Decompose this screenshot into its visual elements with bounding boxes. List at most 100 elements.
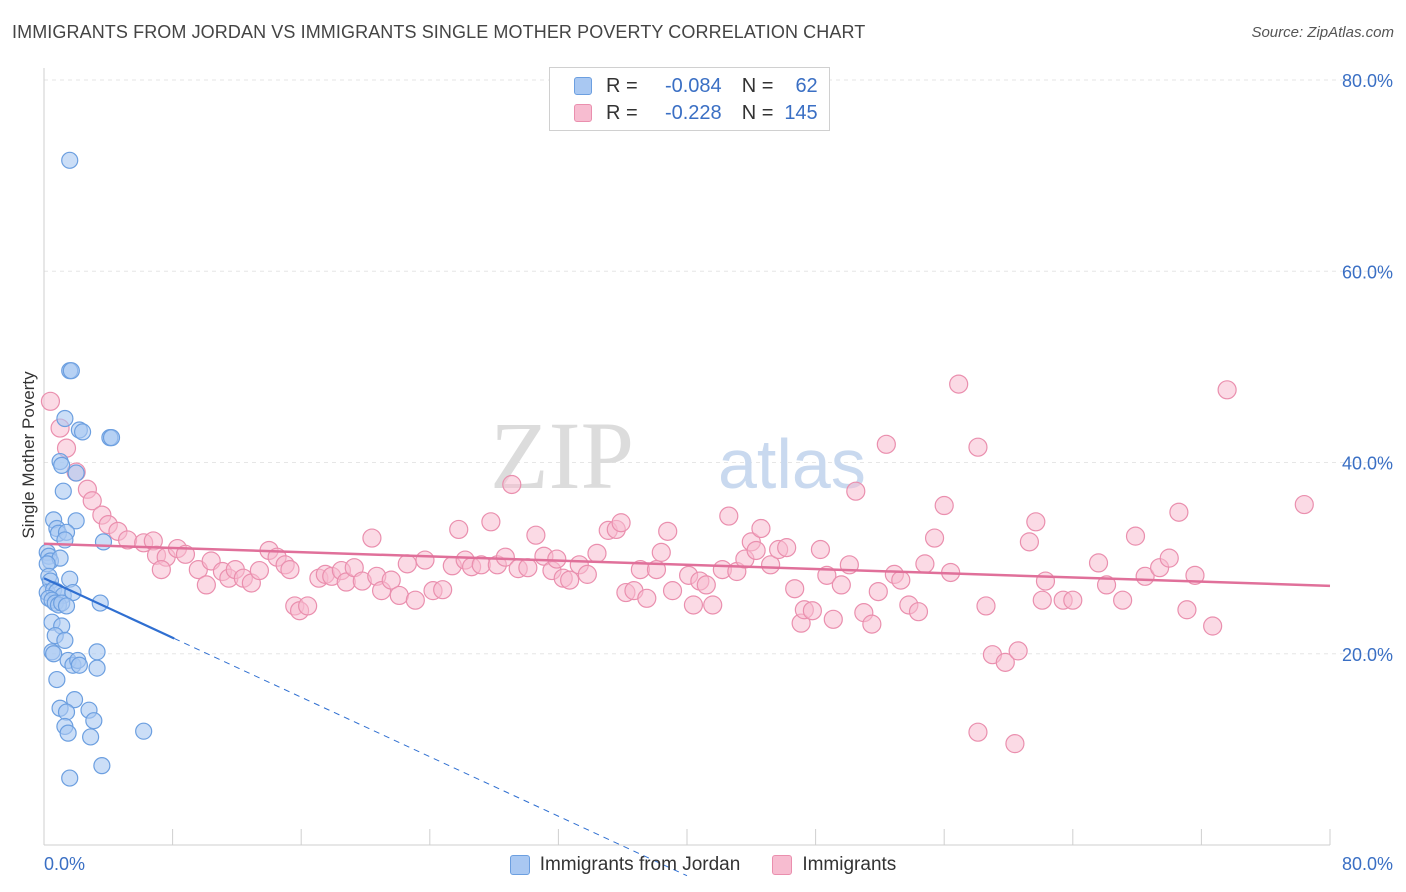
data-point-immigrants (683, 595, 704, 615)
y-axis-label: Single Mother Poverty (19, 371, 38, 539)
y-tick-label: 60.0% (1342, 262, 1393, 282)
data-point-jordan (67, 464, 85, 482)
data-point-immigrants (611, 513, 631, 533)
data-point-immigrants (560, 570, 580, 590)
data-point-immigrants (968, 437, 988, 457)
data-point-jordan (57, 597, 76, 615)
data-point-immigrants (823, 609, 843, 629)
jordan-points (38, 151, 153, 787)
series-label-immigrants: Immigrants (802, 854, 897, 875)
data-point-immigrants (777, 538, 797, 558)
data-point-immigrants (1185, 565, 1205, 585)
data-point-immigrants (1008, 641, 1028, 661)
data-point-immigrants (746, 540, 766, 561)
data-point-immigrants (862, 614, 882, 634)
data-point-immigrants (924, 528, 945, 548)
data-point-immigrants (389, 585, 409, 606)
data-point-jordan (61, 769, 79, 787)
data-point-immigrants (196, 575, 216, 595)
correlation-legend: R = -0.084 N = 62 R = -0.228 N = 145 (549, 67, 830, 131)
data-point-immigrants (362, 528, 382, 548)
data-point-immigrants (719, 506, 739, 526)
data-point-immigrants (831, 575, 851, 595)
data-point-immigrants (751, 518, 771, 539)
data-point-immigrants (1035, 571, 1056, 591)
data-point-immigrants (760, 555, 781, 575)
legend-n-value: 145 (784, 101, 818, 124)
data-point-immigrants (449, 519, 469, 540)
data-point-immigrants (976, 596, 996, 616)
data-point-immigrants (1063, 590, 1083, 610)
immigrants-points (40, 374, 1314, 754)
data-point-immigrants (405, 590, 425, 610)
data-point-immigrants (547, 549, 567, 569)
data-point-immigrants (949, 374, 969, 394)
grid-lines (44, 79, 1392, 655)
data-point-jordan (56, 631, 74, 649)
data-point-immigrants (696, 575, 716, 595)
data-point-immigrants (82, 491, 102, 511)
data-point-immigrants (1125, 526, 1146, 546)
x-tick-label: 0.0% (44, 854, 85, 874)
data-point-jordan (53, 456, 71, 474)
data-point-immigrants (1217, 380, 1237, 400)
watermark-atlas: atlas (718, 425, 866, 503)
data-point-immigrants (817, 565, 837, 585)
data-point-immigrants (397, 554, 417, 574)
y-tick-label: 80.0% (1342, 71, 1393, 91)
trend-line-immigrants (43, 542, 1331, 588)
data-point-immigrants (577, 564, 597, 584)
data-point-jordan (70, 656, 88, 674)
data-point-immigrants (651, 542, 671, 562)
trend-line-jordan-extension (173, 637, 688, 877)
data-point-immigrants (876, 434, 896, 454)
data-point-immigrants (1026, 512, 1046, 532)
data-point-immigrants (891, 570, 911, 590)
data-point-immigrants (810, 539, 831, 560)
data-point-immigrants (637, 588, 657, 608)
data-point-immigrants (846, 481, 866, 501)
data-point-immigrants (298, 596, 318, 616)
data-point-immigrants (518, 558, 538, 578)
legend-row-jordan: R = -0.084 N = 62 (574, 74, 818, 98)
data-point-immigrants (1177, 600, 1197, 620)
data-point-jordan (85, 712, 103, 730)
legend-r-label: R = (606, 101, 638, 124)
data-point-jordan (88, 659, 106, 677)
data-point-immigrants (526, 525, 546, 545)
data-point-immigrants (1096, 575, 1117, 595)
chart-source: Source: ZipAtlas.com (1251, 24, 1394, 41)
data-point-jordan (67, 512, 85, 530)
data-point-jordan (45, 645, 63, 663)
series-legend-jordan: Immigrants from Jordan (509, 854, 740, 876)
data-point-immigrants (1113, 590, 1133, 610)
legend-r-value: -0.228 (664, 101, 722, 124)
data-point-immigrants (481, 512, 501, 532)
watermark: ZIP atlas (490, 402, 866, 509)
data-point-jordan (94, 533, 113, 551)
data-point-immigrants (785, 579, 805, 599)
data-point-jordan (54, 482, 72, 500)
data-point-jordan (57, 703, 76, 721)
x-tick-label: 80.0% (1342, 854, 1393, 874)
data-point-immigrants (495, 547, 515, 567)
data-point-immigrants (1032, 590, 1052, 610)
data-point-immigrants (151, 559, 171, 580)
data-point-immigrants (1294, 494, 1314, 515)
data-point-immigrants (908, 602, 929, 622)
data-point-immigrants (968, 722, 988, 742)
data-point-jordan (88, 643, 106, 661)
data-point-jordan (59, 724, 77, 742)
series-swatch-immigrants (772, 855, 793, 875)
data-point-immigrants (1169, 502, 1189, 522)
data-point-immigrants (1005, 734, 1025, 754)
data-point-immigrants (415, 550, 435, 570)
data-point-jordan (62, 362, 80, 380)
data-point-jordan (102, 429, 121, 447)
data-point-jordan (65, 691, 84, 709)
data-point-immigrants (1159, 548, 1179, 568)
data-point-immigrants (802, 601, 822, 621)
y-tick-label: 40.0% (1342, 454, 1393, 474)
legend-n-label: N = (741, 101, 774, 124)
